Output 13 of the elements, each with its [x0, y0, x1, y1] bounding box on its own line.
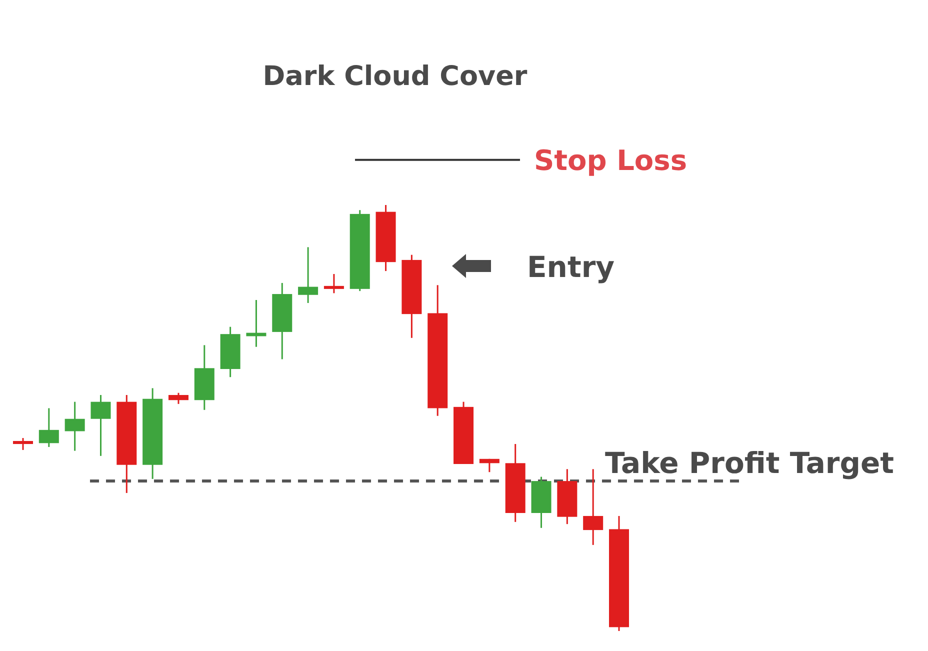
- annotation: Entry: [527, 250, 615, 284]
- candlestick: [479, 458, 500, 473]
- candlestick: [168, 392, 188, 405]
- candlestick: [13, 437, 33, 451]
- ref-line-label: Stop Loss: [534, 144, 687, 177]
- candlestick: [38, 407, 59, 448]
- candlestick: [324, 273, 344, 294]
- chart-title: Dark Cloud Cover: [262, 61, 528, 92]
- candlestick: [298, 246, 318, 304]
- candlestick: [583, 468, 604, 546]
- ref-line-label: Take Profit Target: [605, 446, 894, 480]
- candlestick: [90, 394, 111, 457]
- candlestick: [64, 401, 85, 452]
